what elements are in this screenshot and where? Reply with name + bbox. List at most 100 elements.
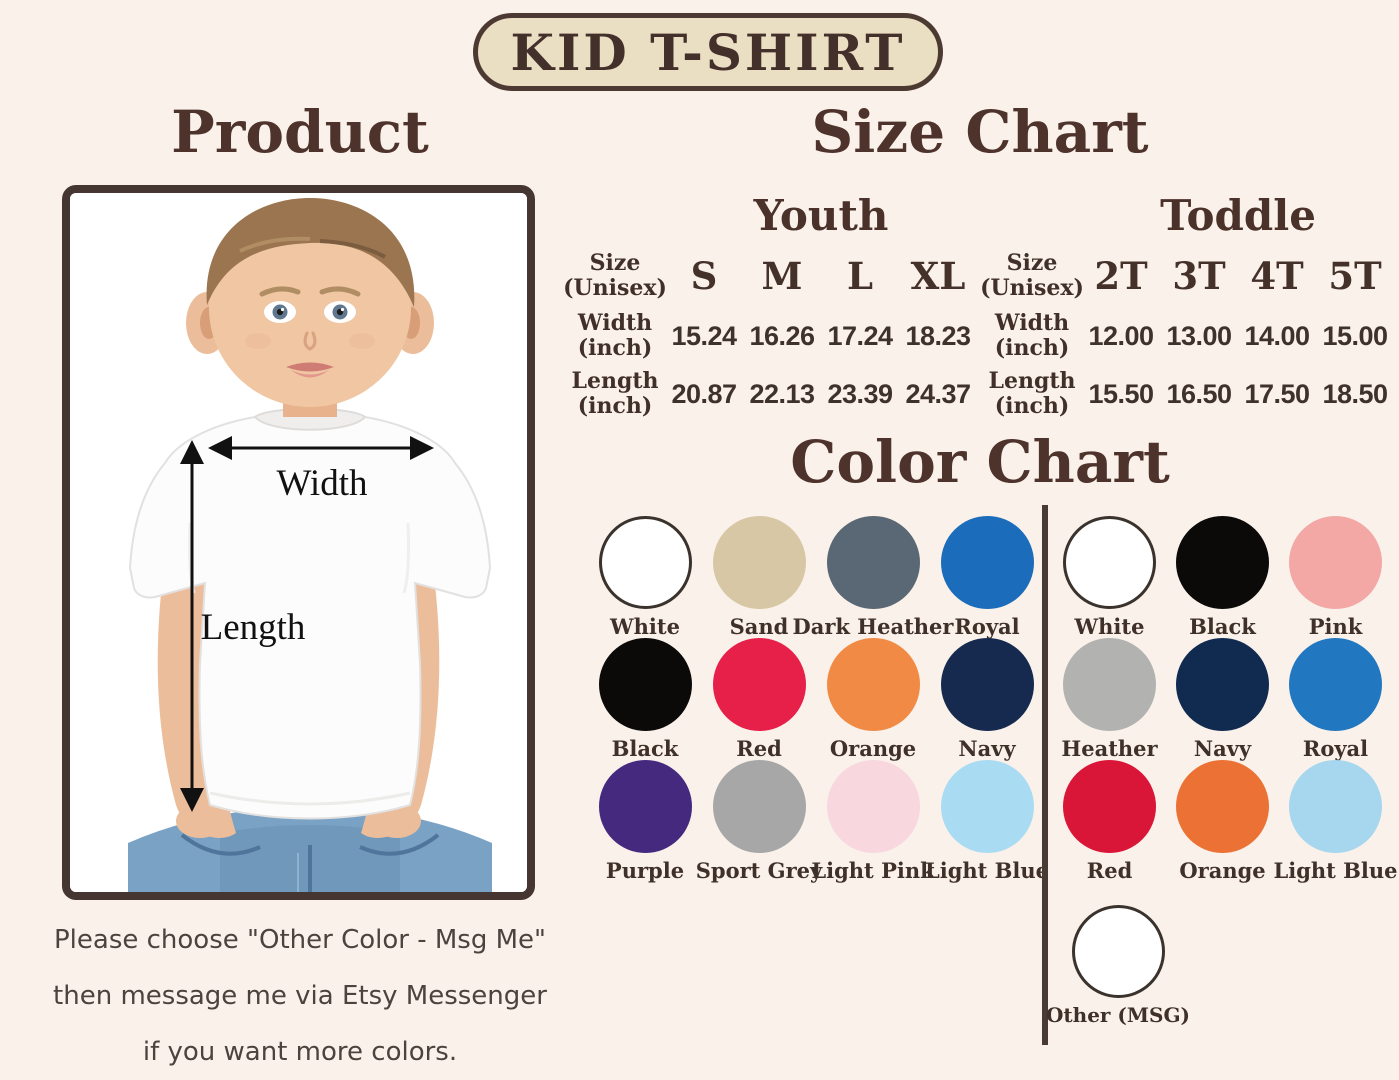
color-label: Light Blue	[924, 858, 1050, 883]
color-swatch-royal: Royal	[1279, 638, 1392, 761]
color-chart-heading: Color Chart	[790, 428, 1170, 496]
color-note-line1: Please choose "Other Color - Msg Me"	[53, 925, 546, 955]
color-circle	[712, 516, 806, 609]
color-swatch-other-msg: Other (MSG)	[1046, 905, 1190, 1027]
youth-width-value: 17.24	[827, 320, 893, 351]
table-corner	[565, 185, 665, 245]
color-circle	[712, 638, 806, 731]
color-label: Light Blue	[1273, 858, 1398, 883]
youth-size: L	[846, 254, 873, 298]
page-title-text: KID T-SHIRT	[510, 22, 906, 82]
color-label: Heather	[1061, 736, 1158, 761]
color-circle	[1071, 905, 1165, 998]
color-swatch-white: White	[588, 516, 702, 639]
color-swatch-light-pink: Light Pink	[811, 760, 935, 883]
youth-size: S	[690, 254, 718, 298]
color-label: Royal	[1302, 736, 1369, 761]
size-row-label: Size (Unisex)	[980, 250, 1084, 301]
color-note: Please choose "Other Color - Msg Me" the…	[28, 912, 572, 1080]
size-chart-heading: Size Chart	[811, 98, 1149, 166]
color-circle	[1063, 760, 1156, 853]
color-swatch-orange: Orange	[1166, 760, 1279, 883]
color-circle	[1289, 638, 1382, 731]
color-swatch-black: Black	[588, 638, 702, 761]
color-swatch-orange: Orange	[816, 638, 930, 761]
toddler-size: 3T	[1172, 254, 1226, 298]
color-circle	[598, 760, 692, 853]
toddler-length-value: 18.50	[1322, 378, 1388, 409]
color-circle	[826, 760, 920, 853]
color-swatch-red: Red	[702, 638, 816, 761]
toddler-table-title: Toddle	[1160, 190, 1316, 240]
youth-length-value: 24.37	[905, 378, 971, 409]
color-circle	[712, 760, 806, 853]
toddler-size: 4T	[1250, 254, 1304, 298]
color-label: Orange	[1179, 858, 1266, 883]
color-swatch-pink: Pink	[1279, 516, 1392, 639]
color-label: Navy	[958, 736, 1016, 761]
toddler-size: 2T	[1094, 254, 1148, 298]
color-label: Light Pink	[811, 858, 935, 883]
length-row-label: Length (inch)	[988, 368, 1076, 419]
color-circle	[1289, 516, 1382, 609]
color-circle	[826, 638, 920, 731]
youth-width-value: 16.26	[749, 320, 815, 351]
color-circle	[826, 516, 920, 609]
toddler-size: 5T	[1328, 254, 1382, 298]
youth-length-value: 20.87	[671, 378, 737, 409]
color-group-divider	[1042, 505, 1048, 1045]
color-label: Sport Grey	[695, 858, 823, 883]
color-label: White	[610, 614, 680, 639]
color-label: Orange	[829, 736, 917, 761]
color-swatch-sport-grey: Sport Grey	[696, 760, 822, 883]
size-row-label: Size (Unisex)	[563, 250, 667, 301]
toddler-width-value: 15.00	[1322, 320, 1388, 351]
length-row-label: Length (inch)	[571, 368, 659, 419]
youth-size: XL	[910, 254, 966, 298]
color-circle	[940, 638, 1034, 731]
youth-length-value: 22.13	[749, 378, 815, 409]
color-label: Black	[611, 736, 679, 761]
product-heading: Product	[171, 98, 429, 166]
length-arrow-label: Length	[201, 607, 306, 648]
table-corner	[982, 185, 1082, 245]
color-swatch-heather: Heather	[1053, 638, 1166, 761]
toddler-length-value: 16.50	[1166, 378, 1232, 409]
youth-size-table: Youth Size (Unisex) S M L XL Width (inch…	[563, 185, 977, 423]
color-label: Red	[736, 736, 782, 761]
product-photo-illustration: Width Length	[70, 193, 527, 892]
measurement-annotations: Width Length	[180, 436, 434, 812]
color-circle	[1176, 638, 1269, 731]
color-label: White	[1074, 614, 1145, 639]
color-swatch-black: Black	[1166, 516, 1279, 639]
toddler-size-table: Toddle Size (Unisex) 2T 3T 4T 5T Width (…	[980, 185, 1394, 423]
color-note-line2: then message me via Etsy Messenger	[53, 981, 547, 1011]
color-note-line3: if you want more colors.	[142, 1037, 458, 1067]
color-circle	[940, 760, 1034, 853]
toddler-color-grid: White Black Pink Heather Navy Royal Red	[1053, 516, 1398, 883]
color-circle	[598, 638, 692, 731]
toddler-width-value: 12.00	[1088, 320, 1154, 351]
toddler-length-value: 17.50	[1244, 378, 1310, 409]
page-title: KID T-SHIRT	[473, 13, 943, 91]
width-row-label: Width (inch)	[994, 310, 1070, 361]
color-circle	[1176, 760, 1269, 853]
width-arrow-label: Width	[276, 463, 368, 504]
product-photo-frame: Width Length	[62, 185, 535, 900]
toddler-width-value: 13.00	[1166, 320, 1232, 351]
toddler-width-value: 14.00	[1244, 320, 1310, 351]
color-label: Other (MSG)	[1046, 1003, 1191, 1027]
youth-size: M	[761, 254, 803, 298]
color-label: Pink	[1308, 614, 1363, 639]
toddler-length-value: 15.50	[1088, 378, 1154, 409]
color-swatch-dark-heather: Dark Heather	[793, 516, 953, 639]
color-label: Dark Heather	[792, 614, 954, 639]
youth-width-value: 18.23	[905, 320, 971, 351]
youth-color-grid: White Sand Dark Heather Royal Black Red …	[588, 516, 1049, 883]
color-swatch-light-blue: Light Blue	[925, 760, 1049, 883]
color-swatch-sand: Sand	[702, 516, 816, 639]
color-swatch-red: Red	[1053, 760, 1166, 883]
color-swatch-navy: Navy	[930, 638, 1044, 761]
youth-table-title: Youth	[753, 190, 889, 240]
color-label: Purple	[605, 858, 685, 883]
